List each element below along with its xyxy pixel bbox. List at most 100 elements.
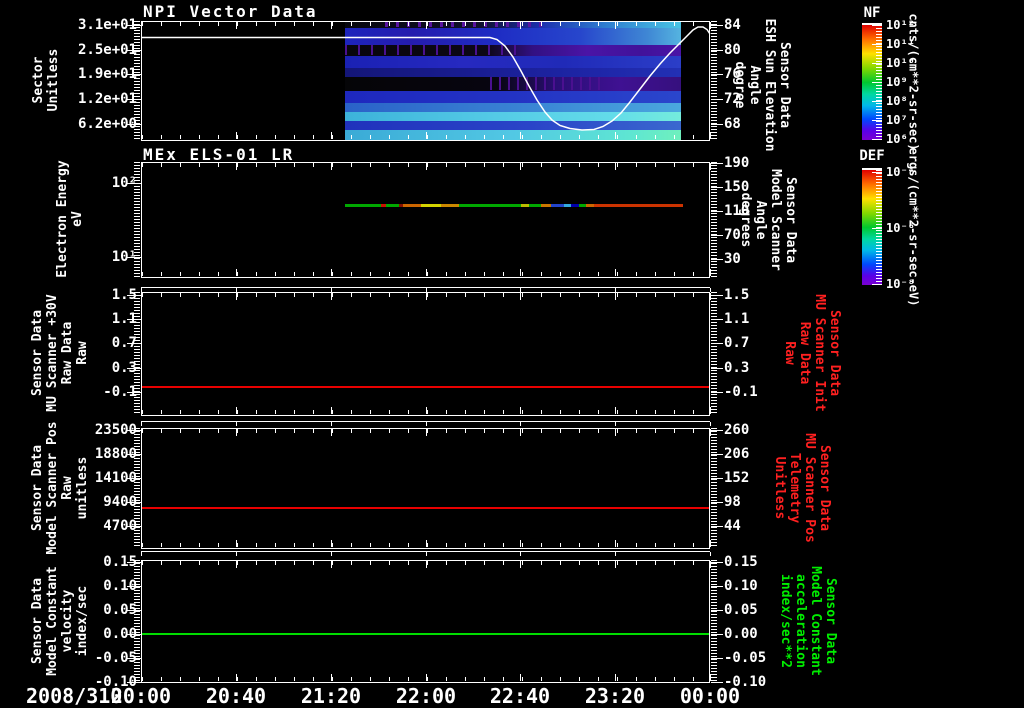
colorbar-major-tick xyxy=(872,284,882,285)
colorbar-tick-label: 10⁷ xyxy=(886,113,908,127)
panel-els-title: MEx ELS-01 LR xyxy=(143,145,295,164)
colorbar-tick-label: 10⁹ xyxy=(886,75,908,89)
y-tick-label: 190 xyxy=(724,155,750,171)
y-tick-label: 206 xyxy=(724,446,750,462)
colorbar-tick-label: 10¹² xyxy=(886,18,915,32)
els-trace-segment xyxy=(399,204,403,207)
x-major-tick xyxy=(710,407,711,414)
x-major-tick xyxy=(615,422,616,426)
y-tick-label: 76 xyxy=(724,66,741,82)
y-tick-label: 0.15 xyxy=(103,554,137,570)
x-tick-label: 22:40 xyxy=(489,684,551,708)
y-major-tick xyxy=(711,211,723,212)
x-major-tick xyxy=(710,552,711,556)
els-trace-segment xyxy=(441,204,459,207)
model-constant-accel-line xyxy=(142,633,709,635)
y-tick-label: 9400 xyxy=(103,494,137,510)
x-tick-label: 22:00 xyxy=(395,684,457,708)
y-tick-label: 0.00 xyxy=(103,626,137,642)
y-tick-label: 0.3 xyxy=(724,360,750,376)
y-tick-label: 0.05 xyxy=(103,602,137,618)
y-minor-ticks xyxy=(711,162,717,277)
x-minor-ticks xyxy=(142,272,709,276)
y-tick-label: 84 xyxy=(724,17,741,33)
y-tick-label: 0.10 xyxy=(103,578,137,594)
time-axis-line xyxy=(141,287,710,288)
y-minor-ticks xyxy=(711,21,717,140)
colorbar-major-tick xyxy=(872,139,882,140)
y-major-tick xyxy=(711,124,723,125)
y-tick-label: 0.10 xyxy=(724,578,758,594)
x-major-tick xyxy=(331,422,332,426)
y-major-tick xyxy=(711,634,723,635)
y-major-tick xyxy=(711,319,723,320)
spectrogram-stripe xyxy=(345,112,681,121)
y-minor-ticks xyxy=(134,292,140,415)
x-major-tick xyxy=(710,288,711,292)
colorbar-major-tick xyxy=(872,82,882,83)
y-tick-label: 0.7 xyxy=(724,335,750,351)
spectrogram-stripe xyxy=(345,56,681,68)
els-trace-segment xyxy=(345,204,381,207)
x-major-tick xyxy=(520,552,521,556)
y-tick-label: -0.10 xyxy=(94,674,137,690)
els-trace-segment xyxy=(403,204,421,207)
colorbar-major-tick xyxy=(872,63,882,64)
y-major-tick xyxy=(711,610,723,611)
y-tick-label: 70 xyxy=(724,227,741,243)
x-major-tick xyxy=(710,269,711,276)
spectrogram-speckle xyxy=(490,77,605,90)
y-major-tick xyxy=(711,259,723,260)
y-tick-label: 3.1e+01 xyxy=(77,17,137,33)
x-tick-label: 20:00 xyxy=(110,684,172,708)
colorbar-tick-label: 10¹¹ xyxy=(886,37,915,51)
x-axis-date: 2008/310 xyxy=(26,684,123,708)
x-minor-ticks xyxy=(142,22,709,26)
mu-scanner-pos-line xyxy=(142,507,709,509)
colorbar-major-tick xyxy=(872,44,882,45)
x-major-tick xyxy=(710,22,711,29)
panel-mu-init-frame xyxy=(141,292,710,416)
panel-scanner-pos-frame xyxy=(141,428,710,549)
x-major-tick xyxy=(141,269,142,276)
els-trace-segment xyxy=(579,204,586,207)
x-major-tick xyxy=(426,552,427,556)
colorbar-def-minor-ticks xyxy=(876,170,882,285)
colorbar-tick-label: 10⁻⁶ xyxy=(886,221,915,235)
y-tick-label: 72 xyxy=(724,91,741,107)
x-minor-ticks xyxy=(142,163,709,167)
x-major-tick xyxy=(141,561,142,568)
x-major-tick xyxy=(520,288,521,292)
els-trace-segment xyxy=(529,204,541,207)
y-minor-ticks xyxy=(134,162,140,277)
els-trace-segment xyxy=(421,204,441,207)
colorbar-major-tick xyxy=(872,25,882,26)
x-major-tick xyxy=(141,407,142,414)
panel-velocity-frame xyxy=(141,560,710,683)
x-major-tick xyxy=(141,288,142,292)
y-tick-label: 44 xyxy=(724,518,741,534)
colorbar-tick-label: 10⁻⁴ xyxy=(886,165,915,179)
y-major-tick xyxy=(711,99,723,100)
colorbar-tick-label: 10⁻⁸ xyxy=(886,277,915,291)
y-tick-label: 1.1 xyxy=(724,311,750,327)
y-tick-label: 18800 xyxy=(94,446,137,462)
y-major-tick xyxy=(711,526,723,527)
y-major-tick xyxy=(711,50,723,51)
x-major-tick xyxy=(710,674,711,681)
y-tick-label: 98 xyxy=(724,494,741,510)
y-major-tick xyxy=(711,343,723,344)
y-tick-label: 110 xyxy=(724,203,750,219)
y-tick-label: 14100 xyxy=(94,470,137,486)
panel-npi-title: NPI Vector Data xyxy=(143,2,318,21)
y-tick-label: 68 xyxy=(724,116,741,132)
x-major-tick xyxy=(236,552,237,556)
spectrogram-stripe xyxy=(345,68,681,77)
colorbar-nf-name: NF xyxy=(863,5,881,21)
y-tick-label: 1.5 xyxy=(111,287,137,303)
y-minor-ticks xyxy=(134,21,140,140)
y-tick-label: 0.15 xyxy=(724,554,758,570)
y-minor-ticks xyxy=(134,428,140,548)
y-tick-label: -0.05 xyxy=(724,650,767,666)
y-minor-ticks xyxy=(711,560,717,682)
